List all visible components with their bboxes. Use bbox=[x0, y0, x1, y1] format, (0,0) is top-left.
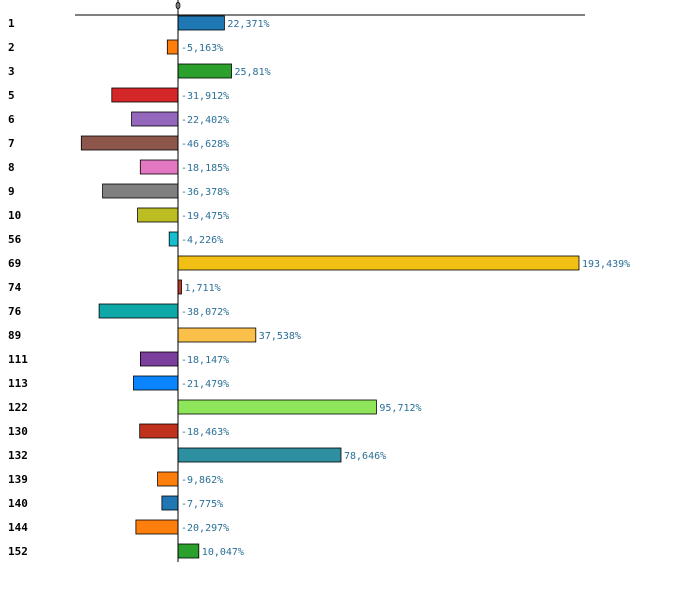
bar-69 bbox=[177, 255, 580, 271]
bar-8 bbox=[139, 159, 179, 175]
category-label: 140 bbox=[8, 497, 28, 510]
labels-layer: 1 22,371% 2 -5,163% 3 25,81% 5 -31,912% 6 -22,402… bbox=[8, 17, 630, 558]
value-label: 1,711% bbox=[185, 283, 221, 294]
bar-113 bbox=[133, 375, 179, 391]
bar-5 bbox=[111, 87, 179, 103]
category-label: 69 bbox=[8, 257, 21, 270]
value-label: 193,439% bbox=[582, 259, 630, 270]
category-label: 8 bbox=[8, 161, 15, 174]
category-label: 122 bbox=[8, 401, 28, 414]
value-label: -18,185% bbox=[181, 163, 229, 174]
value-label: 10,047% bbox=[202, 547, 244, 558]
category-label: 7 bbox=[8, 137, 15, 150]
bar-1 bbox=[177, 15, 225, 31]
category-label: 10 bbox=[8, 209, 21, 222]
category-label: 2 bbox=[8, 41, 15, 54]
category-label: 5 bbox=[8, 89, 15, 102]
value-label: -7,775% bbox=[181, 499, 223, 510]
bar-132 bbox=[177, 447, 342, 463]
value-label: 95,712% bbox=[379, 403, 421, 414]
bar-74 bbox=[177, 279, 182, 295]
bar-111 bbox=[139, 351, 179, 367]
category-label: 152 bbox=[8, 545, 28, 558]
bar-140 bbox=[161, 495, 179, 511]
value-label: -18,463% bbox=[181, 427, 229, 438]
bars-layer bbox=[80, 15, 580, 559]
category-label: 113 bbox=[8, 377, 28, 390]
category-label: 111 bbox=[8, 353, 28, 366]
value-label: -4,226% bbox=[181, 235, 223, 246]
bar-76 bbox=[98, 303, 179, 319]
bar-10 bbox=[137, 207, 179, 223]
bar-9 bbox=[102, 183, 179, 199]
value-label: -18,147% bbox=[181, 355, 229, 366]
value-label: -31,912% bbox=[181, 91, 229, 102]
category-label: 144 bbox=[8, 521, 28, 534]
value-label: -5,163% bbox=[181, 43, 223, 54]
category-label: 56 bbox=[8, 233, 22, 246]
value-label: 25,81% bbox=[235, 67, 271, 78]
bar-130 bbox=[139, 423, 179, 439]
category-label: 76 bbox=[8, 305, 22, 318]
value-label: -21,479% bbox=[181, 379, 229, 390]
bar-56 bbox=[168, 231, 179, 247]
value-label: -38,072% bbox=[181, 307, 229, 318]
value-label: -22,402% bbox=[181, 115, 229, 126]
category-label: 3 bbox=[8, 65, 15, 78]
bar-3 bbox=[177, 63, 232, 79]
bar-139 bbox=[157, 471, 179, 487]
bar-7 bbox=[80, 135, 179, 151]
value-label: -9,862% bbox=[181, 475, 223, 486]
bar-144 bbox=[135, 519, 179, 535]
bar-6 bbox=[131, 111, 179, 127]
value-label: 78,646% bbox=[344, 451, 386, 462]
category-label: 139 bbox=[8, 473, 28, 486]
category-label: 130 bbox=[8, 425, 28, 438]
category-label: 6 bbox=[8, 113, 15, 126]
value-label: -19,475% bbox=[181, 211, 229, 222]
value-label: 22,371% bbox=[227, 19, 269, 30]
value-label: -36,378% bbox=[181, 187, 229, 198]
value-label: -20,297% bbox=[181, 523, 229, 534]
value-label: 37,538% bbox=[259, 331, 301, 342]
category-label: 132 bbox=[8, 449, 28, 462]
category-label: 9 bbox=[8, 185, 15, 198]
category-label: 1 bbox=[8, 17, 15, 30]
category-label: 89 bbox=[8, 329, 21, 342]
value-label: -46,628% bbox=[181, 139, 229, 150]
bar-122 bbox=[177, 399, 377, 415]
bar-152 bbox=[177, 543, 200, 559]
bar-2 bbox=[166, 39, 179, 55]
category-label: 74 bbox=[8, 281, 22, 294]
bar-89 bbox=[177, 327, 257, 343]
